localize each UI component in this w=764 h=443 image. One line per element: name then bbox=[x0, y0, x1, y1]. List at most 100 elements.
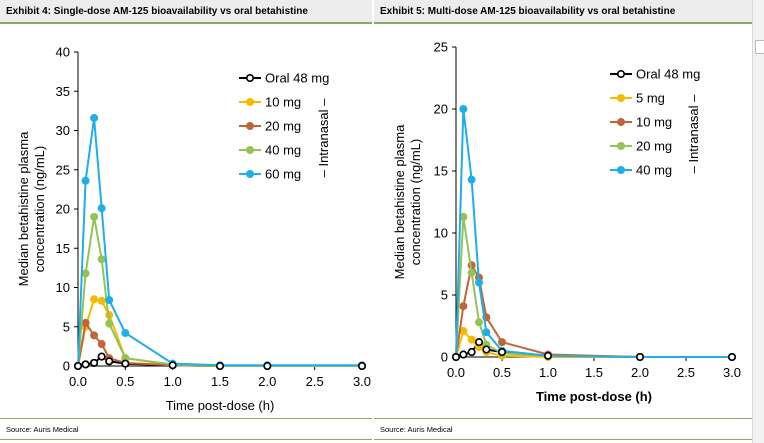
chart4-series-1 bbox=[74, 295, 366, 370]
chart4-y-tick-label: 10 bbox=[56, 280, 70, 295]
chart4-legend-marker bbox=[246, 146, 255, 155]
chart5-legend-label: Oral 48 mg bbox=[636, 67, 700, 82]
chart4-x-axis-label: Time post-dose (h) bbox=[166, 398, 275, 413]
chart5-x-axis-label: Time post-dose (h) bbox=[536, 389, 652, 404]
chart5-x-tick-label: 0.5 bbox=[493, 365, 511, 380]
chart5-y-tick-label: 15 bbox=[434, 164, 448, 179]
exhibit-5-chart: 0 5 10 15 20 25 0.0 0.5 1.0 1.5 2.0 2.5 3.0 Time post… bbox=[392, 40, 741, 405]
chart5-legend-marker bbox=[617, 94, 626, 103]
chart4-x-tick-label: 1.5 bbox=[211, 374, 229, 389]
chart5-x-tick-label: 1.0 bbox=[539, 365, 557, 380]
chart4-oral-point bbox=[357, 361, 366, 370]
chart4-data-point bbox=[97, 340, 106, 349]
chart5-oral-point bbox=[475, 338, 484, 347]
chart4-x-tick-label: 0.5 bbox=[116, 374, 134, 389]
scroll-tab[interactable] bbox=[755, 40, 764, 54]
chart5-legend-label: 10 mg bbox=[636, 115, 672, 130]
chart5-legend-label: 20 mg bbox=[636, 139, 672, 154]
chart4-oral-point bbox=[105, 357, 114, 366]
chart4-y-tick-label: 25 bbox=[56, 162, 70, 177]
chart5-series-line bbox=[455, 262, 732, 358]
chart5-x-tick-label: 2.0 bbox=[631, 365, 649, 380]
chart5-series-2 bbox=[452, 261, 736, 361]
chart5-x-tick-label: 1.5 bbox=[585, 365, 603, 380]
chart4-legend-bracket-label: – Intranasal – bbox=[316, 98, 331, 178]
chart4-data-point bbox=[81, 269, 90, 278]
exhibit-5-source: Source: Auris Medical bbox=[374, 418, 752, 440]
chart5-data-point bbox=[467, 268, 476, 277]
chart4-y-tick-label: 30 bbox=[56, 123, 70, 138]
chart5-legend-label: 5 mg bbox=[636, 91, 665, 106]
chart5-x-tick-label: 0.0 bbox=[447, 365, 465, 380]
chart5-y-axis-label: Median betahistine plasma bbox=[392, 124, 407, 279]
chart4-data-point bbox=[90, 331, 99, 340]
chart5-oral-point bbox=[727, 352, 736, 361]
chart5-data-point bbox=[459, 302, 468, 311]
chart4-oral-point bbox=[97, 352, 106, 361]
chart4-y-tick-label: 5 bbox=[63, 319, 70, 334]
chart5-legend-marker bbox=[617, 69, 626, 78]
chart4-legend-marker bbox=[246, 98, 255, 107]
chart5-legend-marker bbox=[617, 118, 626, 127]
chart5-data-point bbox=[467, 175, 476, 184]
chart4-legend-marker bbox=[246, 170, 255, 179]
chart5-data-point bbox=[498, 338, 507, 347]
scrollbar-strip[interactable] bbox=[752, 0, 764, 443]
chart4-y-tick-label: 15 bbox=[56, 241, 70, 256]
chart4-oral-point bbox=[121, 359, 130, 368]
chart4-data-point bbox=[90, 113, 99, 122]
chart4-y-axis-label: Median betahistine plasma bbox=[16, 131, 31, 286]
chart4-legend-label: 10 mg bbox=[265, 95, 301, 110]
chart5-legend-marker bbox=[617, 166, 626, 175]
exhibit-5-panel: Exhibit 5: Multi-dose AM-125 bioavailabi… bbox=[374, 0, 752, 443]
chart5-data-point bbox=[482, 328, 491, 337]
chart4-data-point bbox=[81, 176, 90, 185]
chart4-oral-point bbox=[81, 360, 90, 369]
chart4-data-point bbox=[97, 204, 106, 213]
chart4-x-tick-label: 3.0 bbox=[353, 374, 371, 389]
chart5-y-tick-label: 5 bbox=[441, 288, 448, 303]
chart5-data-point bbox=[475, 278, 484, 287]
exhibit-4-chart: 0 5 10 15 20 25 30 35 40 0.0 0.5 1.0 1.5 2.0 2.5 3.0 Tim… bbox=[16, 45, 371, 414]
chart4-data-point bbox=[105, 296, 114, 305]
chart5-data-point bbox=[467, 335, 476, 344]
chart4-y-tick-label: 35 bbox=[56, 84, 70, 99]
chart4-y-tick-label: 20 bbox=[56, 202, 70, 217]
chart5-legend-marker bbox=[617, 142, 626, 151]
chart4-legend-label: 40 mg bbox=[265, 143, 301, 158]
chart4-data-point bbox=[90, 212, 99, 221]
chart4-oral-point bbox=[216, 361, 225, 370]
chart5-legend-label: 40 mg bbox=[636, 163, 672, 178]
chart5-y-tick-label: 25 bbox=[434, 40, 448, 55]
chart5-series-3 bbox=[452, 212, 736, 361]
chart5-oral-point bbox=[498, 348, 507, 357]
exhibit-4-panel: Exhibit 4: Single-dose AM-125 bioavailab… bbox=[0, 0, 372, 443]
chart4-legend-label: 20 mg bbox=[265, 119, 301, 134]
chart5-x-tick-label: 2.5 bbox=[677, 365, 695, 380]
chart5-data-point bbox=[459, 326, 468, 335]
chart4-legend-marker bbox=[246, 73, 255, 82]
chart5-y-tick-label: 10 bbox=[434, 226, 448, 241]
chart4-y-tick-label: 0 bbox=[63, 359, 70, 374]
chart5-legend-bracket-label: – Intranasal – bbox=[686, 94, 701, 174]
chart5-oral-point bbox=[452, 352, 461, 361]
chart4-oral-point bbox=[74, 361, 83, 370]
chart4-oral-point bbox=[168, 361, 177, 370]
chart4-x-tick-label: 2.5 bbox=[306, 374, 324, 389]
chart5-data-point bbox=[475, 318, 484, 327]
chart5-y-tick-label: 0 bbox=[441, 350, 448, 365]
chart4-data-point bbox=[97, 296, 106, 305]
exhibit-4-source: Source: Auris Medical bbox=[0, 418, 372, 440]
chart4-legend-label: 60 mg bbox=[265, 167, 301, 182]
chart4-legend-marker bbox=[246, 122, 255, 131]
chart4-data-point bbox=[121, 329, 130, 338]
chart4-y-tick-label: 40 bbox=[56, 45, 70, 60]
chart4-y-axis-label: concentration (ng/mL) bbox=[32, 146, 47, 272]
chart5-oral-point bbox=[459, 350, 468, 359]
chart5-data-point bbox=[459, 105, 468, 114]
chart4-series-line bbox=[77, 298, 362, 367]
chart5-oral-point bbox=[544, 351, 553, 360]
chart4-legend-label: Oral 48 mg bbox=[265, 71, 329, 86]
chart5-y-axis-label: concentration (ng/mL) bbox=[408, 139, 423, 265]
chart4-x-tick-label: 0.0 bbox=[69, 374, 87, 389]
